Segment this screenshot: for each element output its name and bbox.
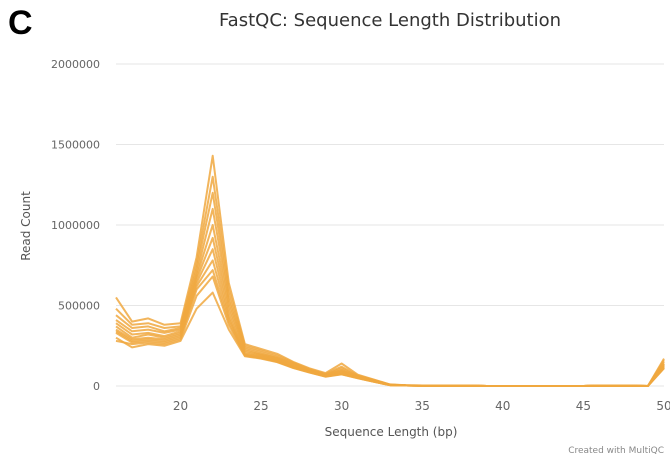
series-line-4 [115,207,665,387]
y-tick-label: 500000 [58,300,100,313]
x-tick-label: 30 [334,399,349,413]
x-axis-ticks: 20 25 30 35 40 45 50 [173,399,670,413]
chart-title: FastQC: Sequence Length Distribution [218,10,562,31]
x-axis-title: Sequence Length (bp) [325,425,458,439]
y-tick-label: 0 [93,380,100,393]
y-axis-ticks: 0 500000 1000000 1500000 2000000 [51,58,100,393]
series-lines [115,154,665,387]
x-tick-label: 45 [576,399,591,413]
series-line-9 [115,269,665,387]
series-line-3 [115,191,665,387]
x-tick-label: 25 [253,399,268,413]
x-tick-label: 20 [173,399,188,413]
y-tick-label: 2000000 [51,58,100,71]
x-tick-label: 35 [415,399,430,413]
series-line-10 [115,291,665,387]
series-line-11 [115,275,665,387]
grid-lines [116,63,664,387]
panel-label: C [8,4,33,42]
y-tick-label: 1000000 [51,219,100,232]
multiqc-credit: Created with MultiQC [568,446,664,456]
x-tick-label: 40 [495,399,510,413]
x-tick-label: 50 [656,399,670,413]
y-axis-title: Read Count [19,191,33,261]
y-tick-label: 1500000 [51,139,100,152]
